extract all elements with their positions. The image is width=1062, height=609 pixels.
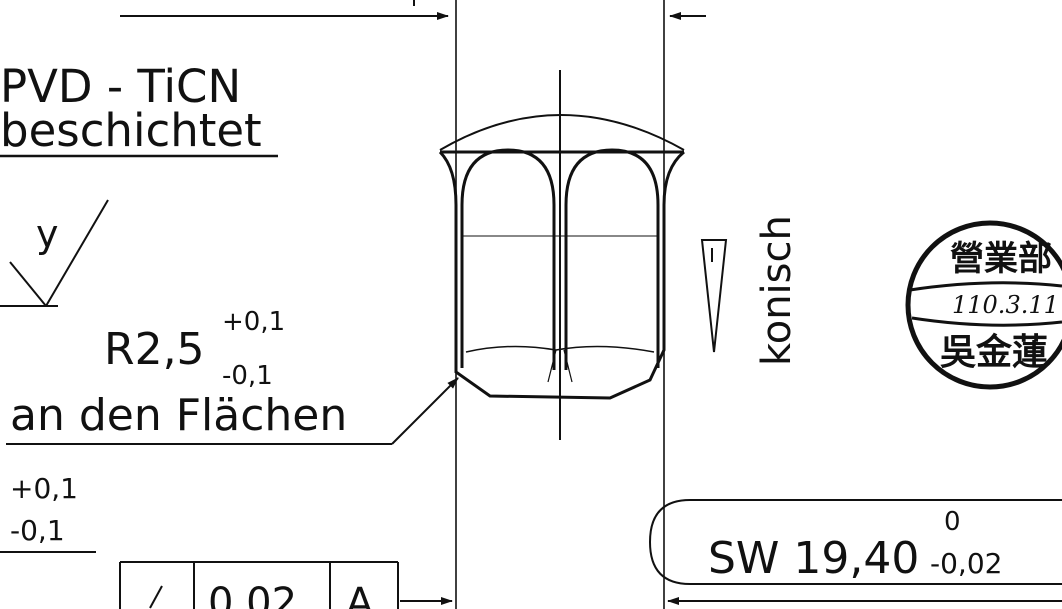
taper-note: konisch xyxy=(700,215,800,366)
nut-flank-right xyxy=(564,148,660,370)
wrench-size-callout: SW 19,40 0 -0,02 xyxy=(648,499,1062,585)
coating-line-1: PVD - TiCN xyxy=(0,60,241,113)
nut-part-view xyxy=(438,70,685,440)
fcf-tolerance: 0,02 xyxy=(208,580,297,609)
coating-line-2: beschichtet xyxy=(0,104,262,157)
nut-flank-left xyxy=(460,148,556,370)
radius-upper-tol: +0,1 xyxy=(222,307,285,337)
radius-note: an den Flächen xyxy=(10,390,347,441)
taper-label: konisch xyxy=(754,215,800,366)
radius-value: R2,5 xyxy=(104,324,205,375)
wrench-upper-tol: 0 xyxy=(944,507,961,537)
feature-control-frame: 0,02 A xyxy=(119,561,399,609)
stamp-name: 吳金蓮 xyxy=(940,331,1048,373)
radius-lower-tol: -0,1 xyxy=(222,361,273,391)
top-dimension-line xyxy=(120,0,706,20)
stamp-top-text: 營業部 xyxy=(950,239,1052,279)
fcf-datum: A xyxy=(346,580,374,609)
coating-note: PVD - TiCN beschichtet xyxy=(0,60,278,158)
wrench-lower-tol: -0,02 xyxy=(930,547,1002,580)
taper-symbol xyxy=(700,239,728,353)
radius-callout: R2,5 +0,1 -0,1 an den Flächen xyxy=(6,307,459,445)
surface-finish-symbol: y xyxy=(0,199,109,307)
left-lower-tol: -0,1 xyxy=(10,514,65,547)
wrench-size-label: SW 19,40 xyxy=(708,533,919,584)
nut-outline xyxy=(438,150,685,400)
left-upper-tol: +0,1 xyxy=(10,472,78,505)
nut-top-dome xyxy=(439,114,685,151)
surface-symbol-letter: y xyxy=(36,212,59,256)
approval-stamp: 營業部 110.3.11 吳金蓮 xyxy=(905,220,1062,390)
runout-symbol xyxy=(149,585,163,609)
stamp-date: 110.3.11 xyxy=(952,291,1059,319)
left-tolerance: +0,1 -0,1 xyxy=(0,472,96,553)
